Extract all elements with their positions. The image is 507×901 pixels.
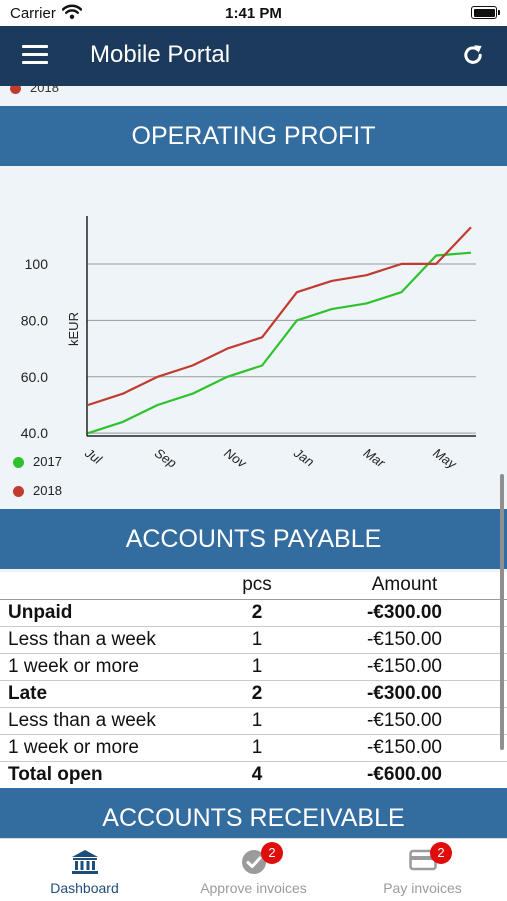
dashboard-content[interactable]: 2018 OPERATING PROFIT 40.0 60.0 80.0 100 kEU… [0, 86, 507, 838]
carrier-label: Carrier [10, 5, 56, 22]
row-amount: -€300.00 [302, 599, 507, 627]
table-row-total-open[interactable]: Total open 4 -€600.00 [0, 761, 507, 788]
row-label: Less than a week [0, 707, 212, 735]
bank-icon [71, 850, 98, 874]
app-bar: Mobile Portal [0, 26, 507, 86]
row-label: Late [0, 680, 212, 708]
accounts-receivable-header: ACCOUNTS RECEIVABLE [0, 788, 507, 838]
wifi-icon [62, 4, 82, 19]
series-line-2018 [87, 226, 472, 407]
battery-icon [471, 6, 500, 19]
row-label: Total open [8, 763, 103, 785]
tab-approve-invoices[interactable]: 2 Approve invoices [169, 839, 338, 901]
tab-bar: Dashboard 2 Approve invoices 2 Pay invoi… [0, 838, 507, 900]
legend-dot-2018 [13, 486, 24, 498]
table-row-unpaid[interactable]: Unpaid 2 -€300.00 [0, 599, 507, 627]
approve-invoices-badge: 2 [261, 842, 283, 864]
table-row[interactable]: Less than a week 1 -€150.00 [0, 626, 507, 654]
hamburger-menu-icon[interactable] [22, 45, 48, 65]
series-line-2017 [87, 251, 472, 435]
row-pcs: 1 [212, 734, 302, 762]
row-pcs: 4 [251, 763, 263, 785]
row-pcs: 1 [212, 653, 302, 681]
x-tick-label: Sep [152, 445, 180, 471]
row-label: 1 week or more [0, 734, 212, 762]
row-pcs: 1 [212, 707, 302, 735]
operating-profit-header: OPERATING PROFIT [0, 106, 507, 166]
row-amount: -€300.00 [302, 680, 507, 708]
x-tick-label: Mar [361, 445, 388, 471]
row-pcs: 2 [212, 680, 302, 708]
y-tick-label: 60.0 [21, 369, 48, 385]
column-header-pcs: pcs [212, 572, 302, 600]
column-header-amount: Amount [302, 572, 507, 600]
table-row[interactable]: Less than a week 1 -€150.00 [0, 707, 507, 735]
row-label: Unpaid [0, 599, 212, 627]
legend-item-2017: 2017 [13, 454, 62, 469]
x-tick-label: May [430, 445, 460, 472]
pay-invoices-badge: 2 [430, 842, 452, 864]
legend-dot [10, 86, 21, 95]
scrollbar[interactable] [500, 474, 504, 750]
row-pcs: 1 [212, 626, 302, 654]
table-row[interactable]: 1 week or more 1 -€150.00 [0, 653, 507, 681]
refresh-icon[interactable] [461, 43, 485, 67]
row-amount: -€600.00 [366, 763, 442, 785]
accounts-payable-header: ACCOUNTS PAYABLE [0, 509, 507, 569]
y-tick-label: 80.0 [21, 312, 48, 328]
row-amount: -€150.00 [302, 653, 507, 681]
tab-label-pay-invoices: Pay invoices [383, 880, 462, 896]
row-pcs: 2 [212, 599, 302, 627]
x-tick-label: Jan [290, 445, 317, 470]
row-label: 1 week or more [0, 653, 212, 681]
tab-pay-invoices[interactable]: 2 Pay invoices [338, 839, 507, 901]
table-row[interactable]: 1 week or more 1 -€150.00 [0, 734, 507, 762]
y-tick-label: 100 [25, 256, 49, 272]
legend-label-2017: 2017 [33, 454, 62, 469]
y-tick-label: 40.0 [21, 425, 48, 441]
operating-profit-chart: 40.0 60.0 80.0 100 kEUR Jul Sep Nov Jan Mar May 20… [0, 166, 507, 508]
tab-label-approve-invoices: Approve invoices [200, 880, 307, 896]
table-row-late[interactable]: Late 2 -€300.00 [0, 680, 507, 708]
row-amount: -€150.00 [302, 626, 507, 654]
row-amount: -€150.00 [302, 734, 507, 762]
table-header-row: pcs Amount [0, 572, 507, 600]
row-label: Less than a week [0, 626, 212, 654]
y-axis-label: kEUR [66, 312, 81, 346]
app-title: Mobile Portal [90, 41, 231, 68]
chart-canvas: 40.0 60.0 80.0 100 kEUR Jul Sep Nov Jan Mar May [21, 216, 476, 472]
legend-label: 2018 [30, 86, 59, 95]
legend-label-2018: 2018 [33, 483, 62, 498]
legend-item-2018: 2018 [13, 483, 62, 498]
tab-dashboard[interactable]: Dashboard [0, 839, 169, 901]
status-bar: Carrier 1:41 PM [0, 0, 507, 26]
row-amount: -€150.00 [302, 707, 507, 735]
accounts-payable-table: pcs Amount Unpaid 2 -€300.00 Less than a… [0, 572, 507, 788]
legend-dot-2017 [13, 457, 24, 469]
checkmark-circle-icon [241, 850, 266, 874]
legend-item-2018-previous: 2018 [10, 86, 59, 95]
x-tick-label: Nov [222, 445, 251, 471]
column-header-label [0, 572, 212, 600]
status-time: 1:41 PM [225, 5, 282, 22]
x-tick-label: Jul [81, 445, 105, 468]
tab-label-dashboard: Dashboard [50, 880, 119, 896]
